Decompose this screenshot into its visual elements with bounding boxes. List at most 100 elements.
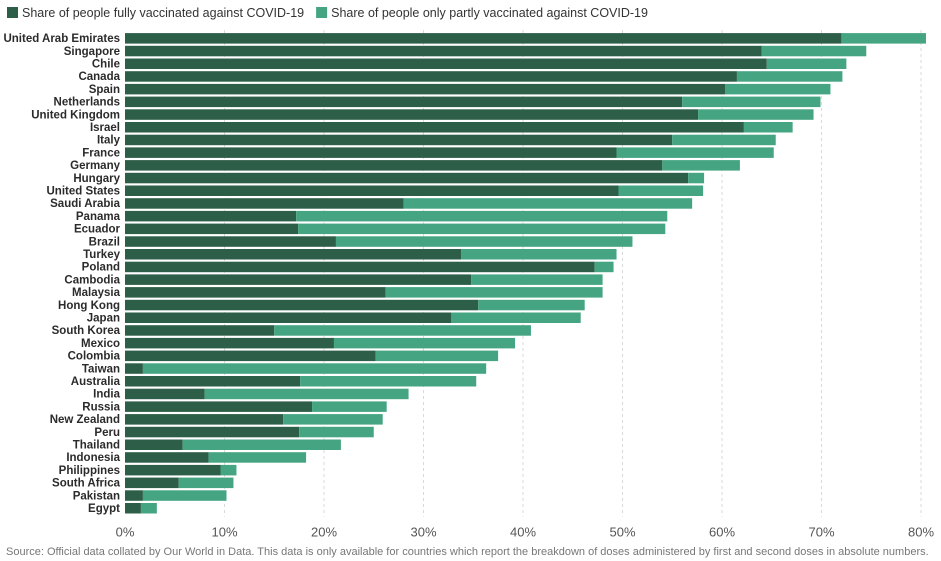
bar-turkey-series-1 <box>461 249 617 260</box>
bar-hong-kong-series-0 <box>125 299 479 311</box>
bar-united-kingdom-series-0 <box>125 109 699 120</box>
x-tick-label: 60% <box>709 525 735 540</box>
category-label: Japan <box>87 313 120 325</box>
bar-cambodia-series-1 <box>471 274 603 285</box>
bar-pakistan-series-0 <box>125 490 143 501</box>
bar-brazil-series-0 <box>125 236 336 247</box>
bar-russia-series-1 <box>312 401 387 412</box>
bar-israel-series-1 <box>743 122 793 133</box>
x-tick-label: 50% <box>609 525 635 540</box>
category-label: Panama <box>76 211 121 223</box>
category-label: Taiwan <box>82 363 120 375</box>
bar-germany-series-0 <box>125 160 663 171</box>
bar-south-africa-series-0 <box>125 477 179 489</box>
bar-netherlands-series-1 <box>682 96 821 108</box>
bar-taiwan-series-1 <box>142 363 487 374</box>
category-label: Poland <box>82 262 120 274</box>
bar-canada-series-0 <box>125 71 737 82</box>
category-label: Singapore <box>64 46 120 58</box>
bar-south-korea-series-0 <box>125 325 275 336</box>
bar-brazil-series-1 <box>335 236 633 247</box>
bar-philippines-series-0 <box>125 464 221 476</box>
x-axis-ticks: 0% 10% 20% 30% 40% 50% 60% 70% 80% <box>116 525 935 540</box>
bar-hungary-series-0 <box>125 172 689 184</box>
x-tick-label: 10% <box>211 525 237 540</box>
category-label: Brazil <box>89 236 120 248</box>
bar-singapore-series-1 <box>761 45 867 57</box>
bar-indonesia-series-1 <box>208 452 307 463</box>
legend-label-1: Share of people only partly vaccinated a… <box>331 6 648 20</box>
category-label: India <box>93 389 120 401</box>
bars <box>125 33 926 514</box>
category-label: United States <box>47 186 121 198</box>
category-label: Chile <box>92 59 120 71</box>
category-label: Mexico <box>81 338 120 350</box>
bar-canada-series-1 <box>736 71 843 82</box>
bar-colombia-series-1 <box>375 350 499 362</box>
bar-philippines-series-1 <box>220 464 237 476</box>
category-label: Peru <box>94 427 120 439</box>
category-label: Spain <box>89 84 120 96</box>
bar-peru-series-0 <box>125 426 300 438</box>
bar-egypt-series-0 <box>125 503 141 514</box>
bar-italy-series-0 <box>125 134 673 146</box>
x-tick-label: 0% <box>116 525 135 540</box>
bar-spain-series-0 <box>125 83 725 95</box>
category-label: South Africa <box>52 478 121 490</box>
category-label: Canada <box>78 71 120 83</box>
bar-taiwan-series-0 <box>125 363 143 374</box>
category-label: South Korea <box>52 325 121 337</box>
bar-israel-series-0 <box>125 122 744 133</box>
bar-germany-series-1 <box>662 160 740 171</box>
x-tick-label: 80% <box>908 525 934 540</box>
bar-united-states-series-1 <box>618 185 704 196</box>
legend-swatch-1 <box>316 7 328 18</box>
bar-france-series-0 <box>125 147 617 158</box>
bar-singapore-series-0 <box>125 45 762 57</box>
bar-saudi-arabia-series-0 <box>125 198 404 209</box>
bar-hungary-series-1 <box>688 172 705 184</box>
bar-panama-series-0 <box>125 210 297 222</box>
legend-swatch-0 <box>7 7 18 18</box>
category-label: Ecuador <box>74 224 121 236</box>
bar-colombia-series-0 <box>125 350 376 362</box>
bar-united-arab-emirates-series-1 <box>841 33 926 44</box>
bar-ecuador-series-1 <box>298 223 666 235</box>
bar-russia-series-0 <box>125 401 313 412</box>
category-label: Egypt <box>88 503 120 515</box>
bar-malaysia-series-1 <box>385 287 603 298</box>
bar-pakistan-series-1 <box>142 490 227 501</box>
bar-peru-series-1 <box>299 426 374 438</box>
bar-united-arab-emirates-series-0 <box>125 33 842 44</box>
category-label: France <box>82 147 120 159</box>
bar-australia-series-0 <box>125 376 301 387</box>
category-label: Indonesia <box>66 452 120 464</box>
bar-chile-series-1 <box>766 58 847 69</box>
category-label: Hong Kong <box>58 300 120 312</box>
bar-malaysia-series-0 <box>125 287 386 298</box>
x-tick-label: 30% <box>410 525 436 540</box>
bar-chile-series-0 <box>125 58 767 69</box>
bar-france-series-1 <box>616 147 774 158</box>
bar-hong-kong-series-1 <box>478 299 585 311</box>
bar-australia-series-1 <box>300 376 477 387</box>
category-label: Australia <box>71 376 121 388</box>
bar-netherlands-series-0 <box>125 96 683 108</box>
category-label: Germany <box>70 160 120 172</box>
bar-egypt-series-1 <box>140 503 157 514</box>
category-label: Philippines <box>59 465 120 477</box>
bar-poland-series-1 <box>594 261 614 273</box>
bar-poland-series-0 <box>125 261 595 273</box>
bar-saudi-arabia-series-1 <box>403 198 693 209</box>
x-tick-label: 40% <box>510 525 536 540</box>
x-tick-label: 20% <box>311 525 337 540</box>
category-label: Russia <box>82 401 120 413</box>
category-label: Israel <box>90 122 120 134</box>
category-label: Thailand <box>73 440 120 452</box>
category-label: Colombia <box>68 351 121 363</box>
category-label: Pakistan <box>73 490 120 502</box>
category-label: Malaysia <box>72 287 121 299</box>
bar-mexico-series-0 <box>125 337 334 349</box>
category-label: Hungary <box>73 173 120 185</box>
